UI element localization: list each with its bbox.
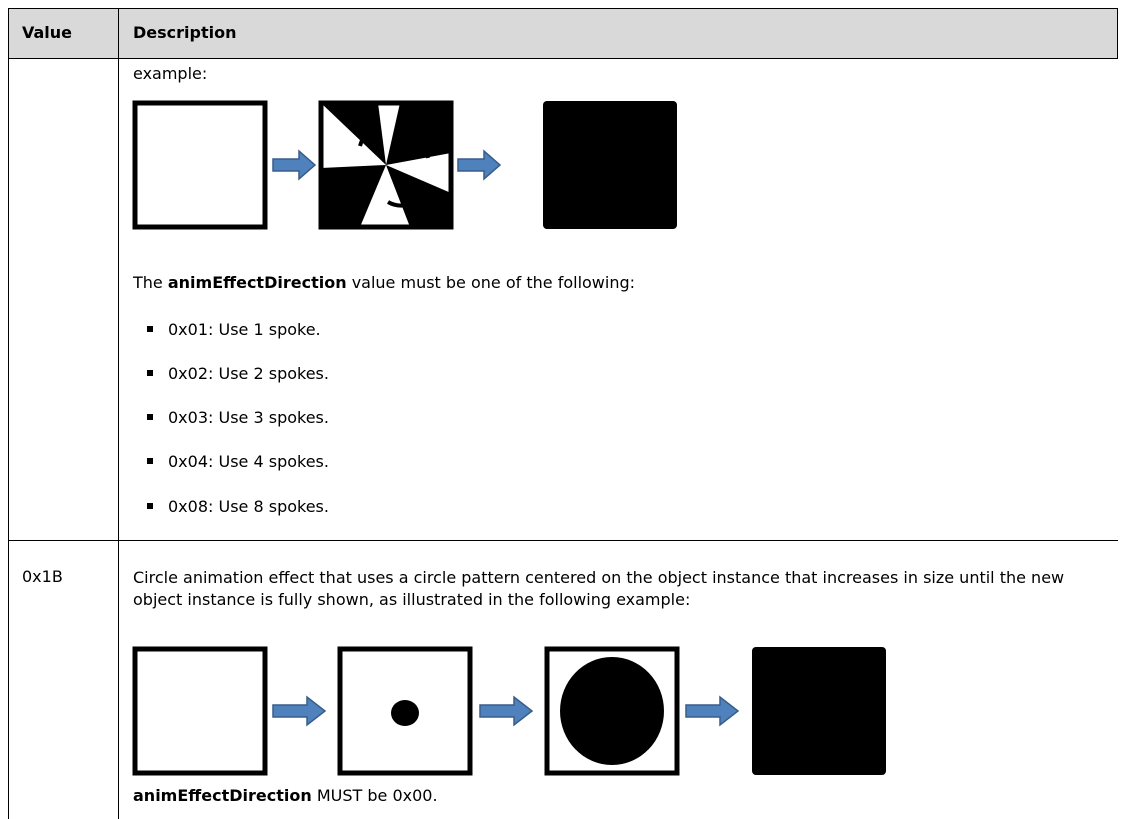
illustration — [132, 100, 677, 230]
bullet — [147, 326, 153, 332]
table-border — [1117, 8, 1118, 59]
list-item: 0x01: Use 1 spoke. — [168, 320, 321, 339]
header-cell: Description — [133, 23, 237, 42]
row-divider — [8, 540, 1118, 541]
paragraph: Circle animation effect that uses a circ… — [133, 568, 1065, 609]
list-item: 0x03: Use 3 spokes. — [168, 408, 329, 427]
illustration — [132, 646, 886, 776]
table-header-bg — [8, 8, 1117, 58]
text: The — [133, 273, 163, 292]
table-border — [8, 8, 1118, 9]
bold-term: animEffectDirection — [167, 273, 347, 292]
bold-term: animEffectDirection — [133, 786, 312, 805]
bullet — [147, 370, 153, 376]
value-cell: 0x1B — [22, 567, 63, 586]
list-item: 0x04: Use 4 spokes. — [168, 452, 329, 471]
list-item: 0x02: Use 2 spokes. — [168, 364, 329, 383]
bullet — [147, 503, 153, 509]
table-border — [8, 8, 9, 819]
paragraph: The animEffectDirection value must be on… — [133, 273, 635, 292]
paragraph: animEffectDirection MUST be 0x00. — [133, 786, 438, 805]
bullet — [147, 458, 153, 464]
text: MUST be 0x00. — [316, 786, 438, 805]
text: value must be one of the following: — [351, 273, 636, 292]
column-divider — [118, 8, 119, 819]
paragraph: example: — [133, 64, 208, 83]
row-divider — [8, 58, 1118, 59]
bullet — [147, 414, 153, 420]
list-item: 0x08: Use 8 spokes. — [168, 497, 329, 516]
header-cell: Value — [22, 23, 73, 42]
